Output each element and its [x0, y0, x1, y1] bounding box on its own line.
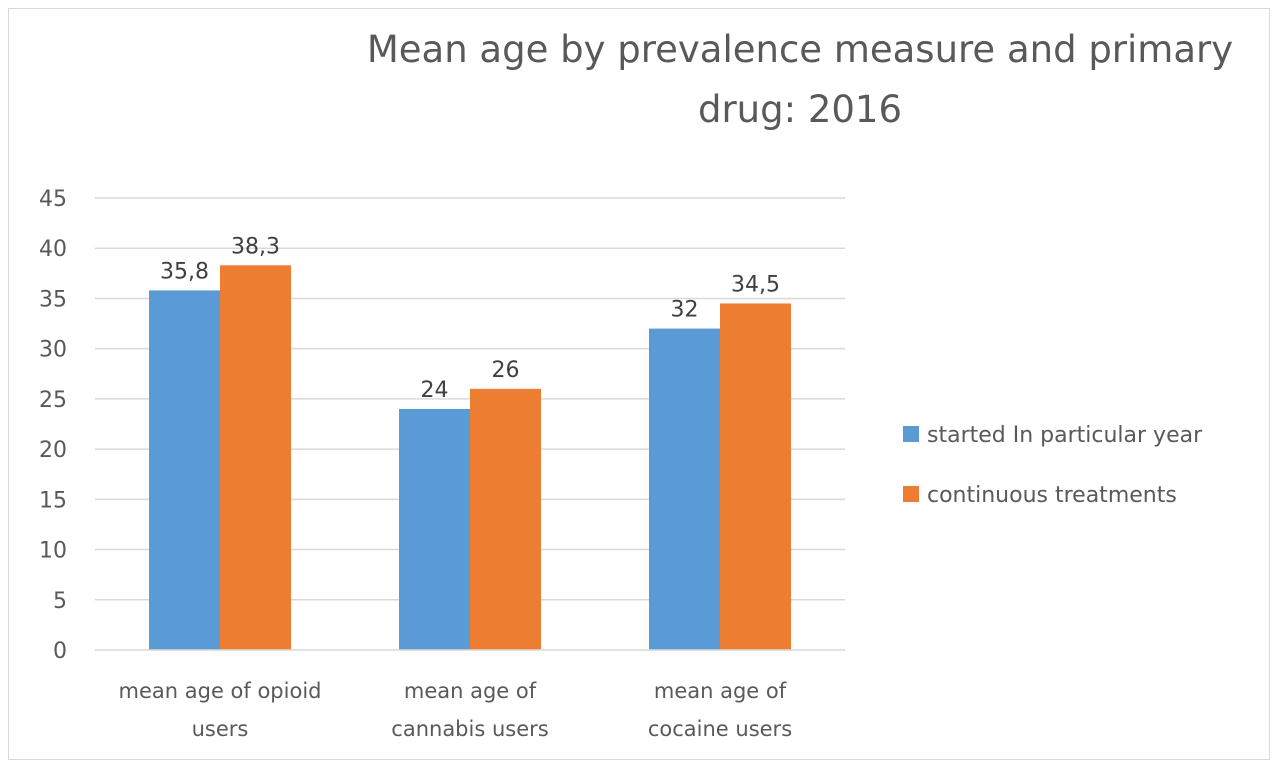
data-label: 24 — [421, 378, 449, 403]
y-tick-label: 0 — [53, 639, 67, 664]
x-category-label: users — [192, 717, 249, 741]
y-tick-label: 15 — [39, 488, 67, 513]
y-tick-label: 10 — [39, 539, 67, 564]
data-label: 32 — [671, 298, 699, 323]
data-label: 34,5 — [731, 272, 780, 297]
chart-title-line: drug: 2016 — [698, 88, 902, 131]
x-category-label: cocaine users — [648, 717, 792, 741]
data-labels: 35,8 38,3 24 26 32 34,5 — [160, 234, 780, 403]
legend-label: started In particular year — [927, 423, 1203, 448]
legend-label: continuous treatments — [927, 483, 1177, 508]
x-category-label: mean age of opioid — [119, 679, 322, 703]
y-tick-label: 5 — [53, 589, 67, 614]
chart-title-line: Mean age by prevalence measure and prima… — [367, 28, 1233, 71]
y-axis-ticks: 0 5 10 15 20 25 30 35 40 45 — [39, 187, 67, 664]
x-category-label: mean age of — [654, 679, 787, 703]
y-tick-label: 30 — [39, 338, 67, 363]
legend: started In particular year continuous tre… — [903, 423, 1203, 508]
y-tick-label: 45 — [39, 187, 67, 212]
data-label: 38,3 — [231, 234, 280, 259]
y-tick-label: 40 — [39, 237, 67, 262]
y-tick-label: 20 — [39, 438, 67, 463]
chart-title: Mean age by prevalence measure and prima… — [367, 28, 1233, 131]
bar-started — [399, 408, 470, 650]
x-category-label: cannabis users — [391, 717, 548, 741]
bar-continuous — [720, 303, 791, 650]
legend-swatch — [903, 486, 919, 502]
y-tick-label: 35 — [39, 287, 67, 312]
x-axis-categories: mean age of opioid users mean age of cannab… — [119, 679, 793, 741]
data-label: 26 — [492, 358, 520, 383]
y-tick-label: 25 — [39, 388, 67, 413]
x-category-label: mean age of — [404, 679, 537, 703]
data-label: 35,8 — [160, 259, 209, 284]
bar-started — [649, 328, 720, 650]
bars — [149, 265, 791, 650]
bar-continuous — [470, 388, 541, 650]
bar-started — [149, 290, 220, 650]
bar-continuous — [220, 265, 291, 650]
legend-swatch — [903, 426, 919, 442]
